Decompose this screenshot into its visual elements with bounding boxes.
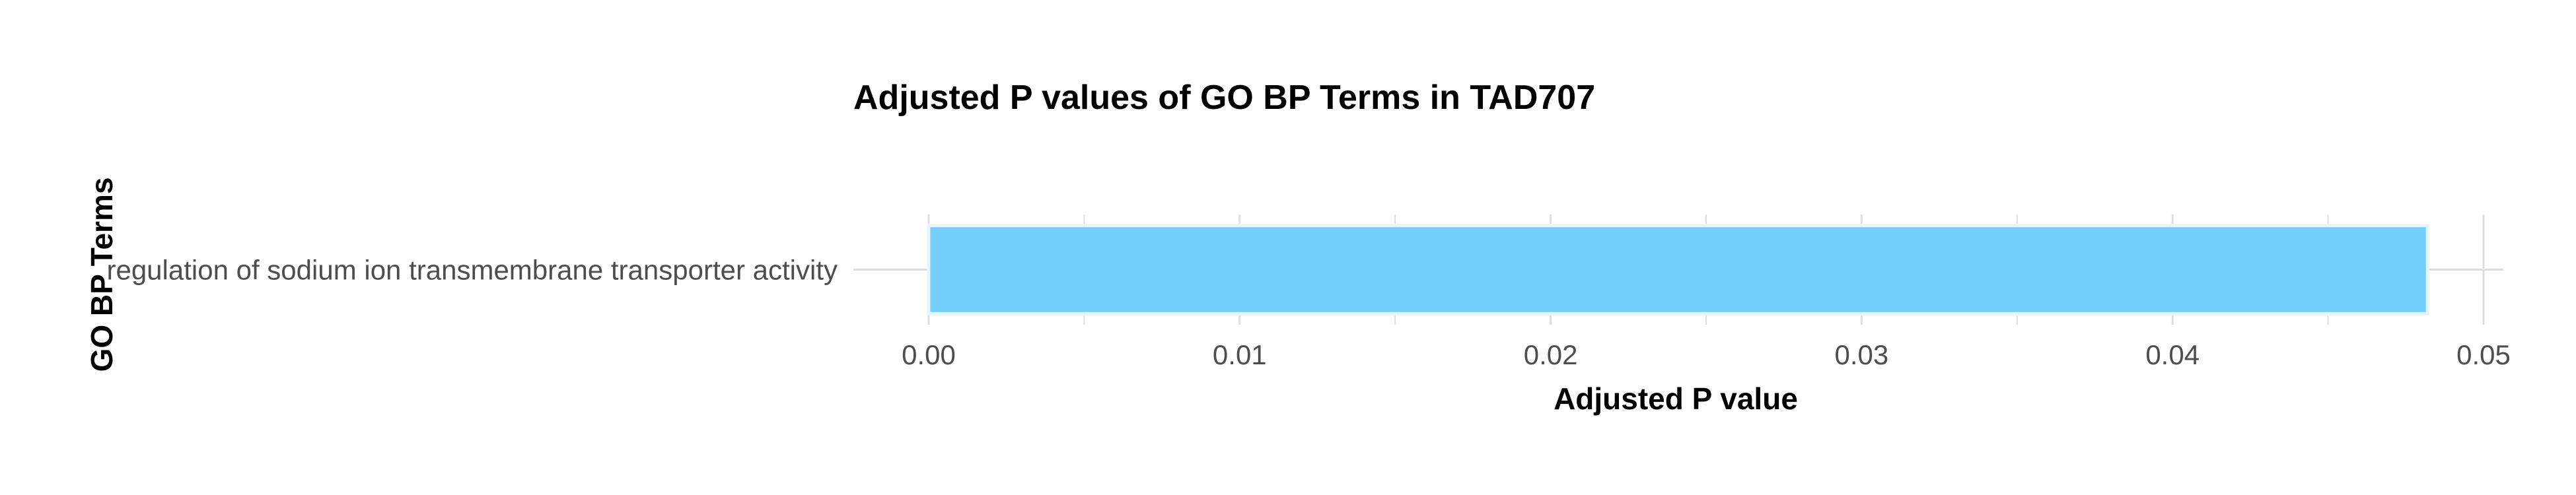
x-tick-label: 0.04 (2145, 339, 2200, 370)
bars (927, 224, 2429, 315)
x-tick-label: 0.00 (902, 339, 956, 370)
x-tick-label: 0.05 (2456, 339, 2511, 370)
x-tick-labels: 0.00 0.01 0.02 0.03 0.04 0.05 (902, 339, 2511, 370)
x-tick-label: 0.01 (1213, 339, 1267, 370)
chart-title: Adjusted P values of GO BP Terms in TAD7… (853, 79, 1595, 117)
category-label: regulation of sodium ion transmembrane t… (106, 255, 838, 286)
bar (927, 224, 2429, 315)
y-axis-title: GO BP Terms (85, 178, 119, 372)
x-tick-label: 0.02 (1524, 339, 1578, 370)
category-labels: regulation of sodium ion transmembrane t… (106, 255, 838, 286)
x-axis-title: Adjusted P value (1554, 381, 1798, 416)
x-tick-label: 0.03 (1835, 339, 1889, 370)
